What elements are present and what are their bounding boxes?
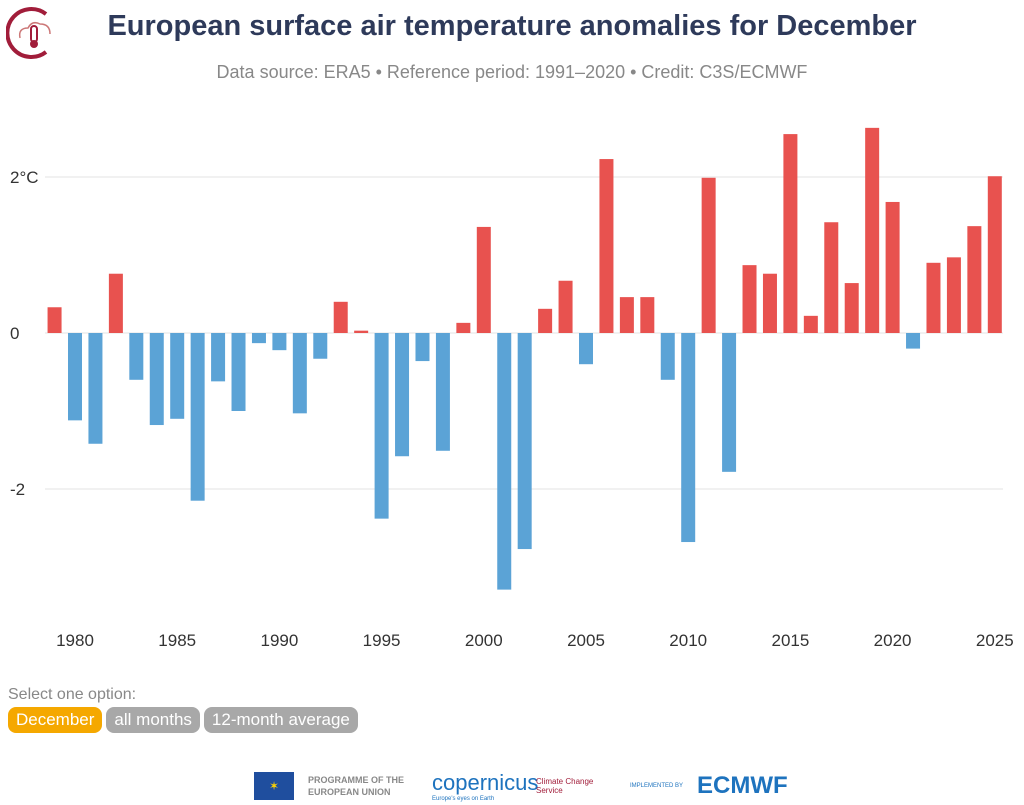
x-tick-label: 1995 [363, 631, 401, 650]
bar-2007 [619, 297, 634, 333]
bar-1981 [88, 333, 103, 444]
bar-2023 [946, 257, 961, 333]
bar-2011 [701, 177, 716, 333]
copernicus-logo: copernicus Europe's eyes on Earth [432, 770, 539, 802]
bar-2018 [844, 283, 859, 333]
bar-2014 [762, 273, 777, 333]
x-tick-label: 2025 [976, 631, 1014, 650]
bar-2000 [476, 226, 491, 333]
bar-1979 [47, 307, 62, 333]
footer-logos: ✶ PROGRAMME OF THE EUROPEAN UNION copern… [254, 770, 788, 802]
bar-1987 [211, 333, 226, 382]
bar-2009 [660, 333, 675, 380]
bar-1988 [231, 333, 246, 411]
bar-1984 [149, 333, 164, 426]
c3s-logo: Climate Change Service [536, 777, 594, 795]
bar-2013 [742, 265, 757, 333]
bar-1993 [333, 301, 348, 333]
bar-2025 [987, 176, 1002, 333]
bar-1992 [313, 333, 328, 359]
x-tick-label: 1980 [56, 631, 94, 650]
eu-programme-text: PROGRAMME OF THE EUROPEAN UNION [308, 775, 404, 797]
ecmwf-logo: ECMWF [697, 772, 788, 799]
copernicus-text: opernicus [443, 770, 539, 795]
option-buttons: December all months 12-month average [8, 707, 358, 733]
eu-flag-icon: ✶ [254, 772, 294, 800]
bar-2010 [681, 333, 696, 543]
x-tick-label: 1990 [260, 631, 298, 650]
bar-1991 [292, 333, 307, 414]
bar-1997 [415, 333, 430, 362]
bar-1998 [435, 333, 450, 451]
bar-2022 [926, 262, 941, 333]
y-tick-label: 2°C [10, 168, 39, 187]
bar-2019 [865, 127, 880, 333]
bar-2020 [885, 201, 900, 333]
bar-1990 [272, 333, 287, 351]
chart-title: European surface air temperature anomali… [107, 10, 917, 42]
bar-2002 [517, 333, 532, 550]
bar-2017 [824, 222, 839, 333]
bar-2015 [783, 134, 798, 333]
option-all-months-button[interactable]: all months [106, 707, 200, 733]
bar-1989 [251, 333, 266, 344]
bar-1994 [354, 330, 369, 333]
bar-2006 [599, 159, 614, 333]
bar-1986 [190, 333, 205, 501]
bar-2012 [722, 333, 737, 472]
x-tick-label: 2020 [874, 631, 912, 650]
bar-chart: 2°C 0 -2 1980 1985 1990 1995 2000 2005 2010 2015 20… [10, 127, 1014, 650]
implemented-by-text: IMPLEMENTED BY [630, 783, 684, 789]
bar-2016 [803, 315, 818, 333]
bar-2024 [967, 226, 982, 333]
chart-subtitle: Data source: ERA5 • Reference period: 19… [216, 62, 808, 82]
bar-2003 [538, 308, 553, 333]
bar-1999 [456, 322, 471, 333]
y-tick-label: -2 [10, 480, 25, 499]
c3s-thermometer-logo-icon [6, 7, 51, 59]
bar-1982 [108, 273, 123, 333]
x-tick-label: 1985 [158, 631, 196, 650]
bar-2021 [906, 333, 921, 349]
x-tick-label: 2000 [465, 631, 503, 650]
bar-1980 [68, 333, 82, 421]
bar-1985 [170, 333, 185, 419]
x-tick-label: 2015 [771, 631, 809, 650]
option-12-month-average-button[interactable]: 12-month average [203, 707, 358, 733]
bar-1995 [374, 333, 389, 519]
bar-2004 [558, 280, 573, 333]
x-tick-label: 2005 [567, 631, 605, 650]
bar-2008 [640, 297, 655, 333]
x-tick-label: 2010 [669, 631, 707, 650]
bar-1996 [395, 333, 410, 457]
bar-2005 [579, 333, 593, 365]
select-option-label: Select one option: [8, 686, 137, 703]
y-tick-label: 0 [10, 324, 19, 343]
copernicus-tagline: Europe's eyes on Earth [432, 796, 495, 802]
bar-2001 [497, 333, 512, 590]
bar-1983 [129, 333, 144, 380]
option-december-button[interactable]: December [8, 707, 103, 733]
